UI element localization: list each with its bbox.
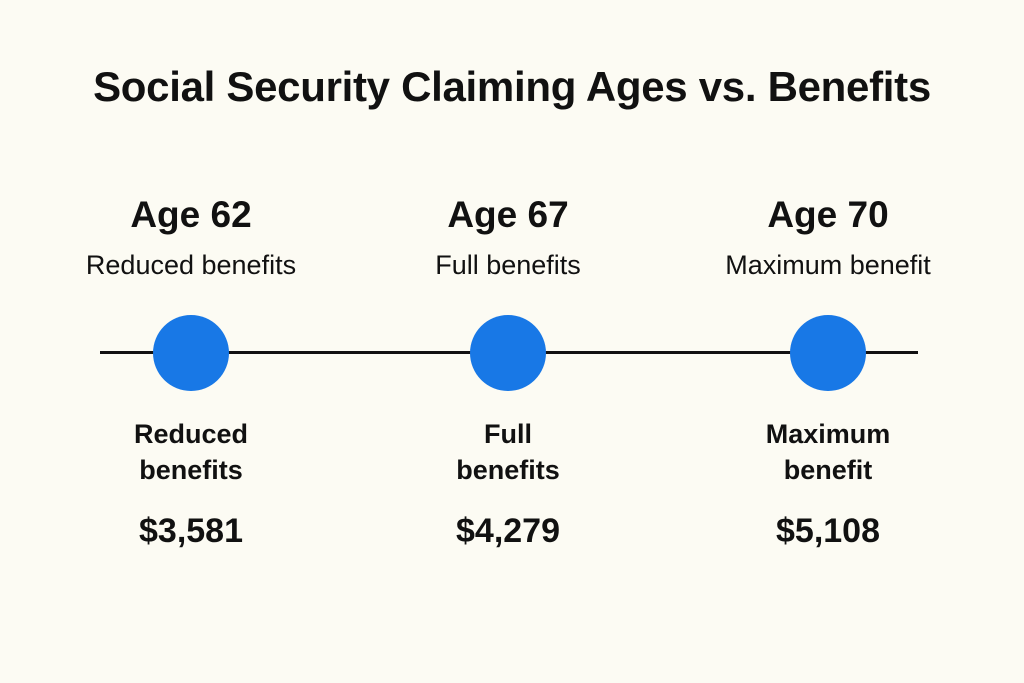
age-heading: Age 70 [767,194,889,235]
stage-label: Reduced benefits [91,416,291,488]
stage-subtitle: Maximum benefit [725,250,931,280]
age-heading: Age 62 [130,194,252,235]
timeline-dot [470,315,546,391]
stage-subtitle: Reduced benefits [85,250,297,280]
stage-label: Maximum benefit [728,416,928,488]
timeline-dot [153,315,229,391]
stage-label-line2: benefits [456,455,560,485]
stage-label: Full benefits [408,416,608,488]
page-title: Social Security Claiming Ages vs. Benefi… [93,63,931,110]
stage-label-line1: Maximum [765,419,891,449]
stage-age-67: Age 67 Full benefits Full benefits $4,27… [348,0,668,683]
benefit-amount: $4,279 [456,512,560,550]
benefit-amount: $3,581 [139,512,243,550]
stage-age-62: Age 62 Reduced benefits Reduced benefits… [31,0,351,683]
stage-label-line1: Reduced [133,419,249,449]
benefit-amount: $5,108 [776,512,880,550]
stage-age-70: Age 70 Maximum benefit Maximum benefit $… [668,0,988,683]
stage-label-line2: benefits [139,455,243,485]
stage-subtitle: Full benefits [435,250,581,280]
timeline-dot [790,315,866,391]
age-heading: Age 67 [447,194,569,235]
stage-label-line1: Full [484,419,532,449]
stage-label-line2: benefit [783,455,873,485]
